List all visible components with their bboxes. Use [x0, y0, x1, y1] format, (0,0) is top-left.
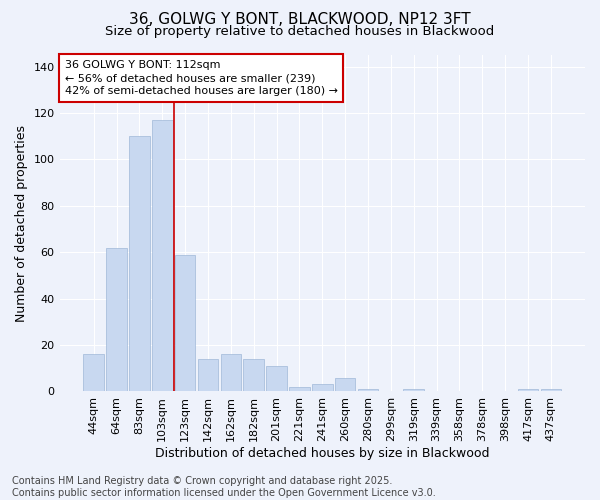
Text: Contains HM Land Registry data © Crown copyright and database right 2025.
Contai: Contains HM Land Registry data © Crown c… [12, 476, 436, 498]
Bar [198, 359, 218, 392]
Bar [129, 136, 150, 392]
Bar [289, 387, 310, 392]
Bar [312, 384, 332, 392]
Text: Size of property relative to detached houses in Blackwood: Size of property relative to detached ho… [106, 25, 494, 38]
Y-axis label: Number of detached properties: Number of detached properties [15, 124, 28, 322]
X-axis label: Distribution of detached houses by size in Blackwood: Distribution of detached houses by size … [155, 447, 490, 460]
Text: 36 GOLWG Y BONT: 112sqm
← 56% of detached houses are smaller (239)
42% of semi-d: 36 GOLWG Y BONT: 112sqm ← 56% of detache… [65, 60, 338, 96]
Text: 36, GOLWG Y BONT, BLACKWOOD, NP12 3FT: 36, GOLWG Y BONT, BLACKWOOD, NP12 3FT [129, 12, 471, 28]
Bar [266, 366, 287, 392]
Bar [358, 389, 378, 392]
Bar [83, 354, 104, 392]
Bar [403, 389, 424, 392]
Bar [152, 120, 173, 392]
Bar [541, 389, 561, 392]
Bar [175, 254, 196, 392]
Bar [335, 378, 355, 392]
Bar [221, 354, 241, 392]
Bar [244, 359, 264, 392]
Bar [106, 248, 127, 392]
Bar [518, 389, 538, 392]
